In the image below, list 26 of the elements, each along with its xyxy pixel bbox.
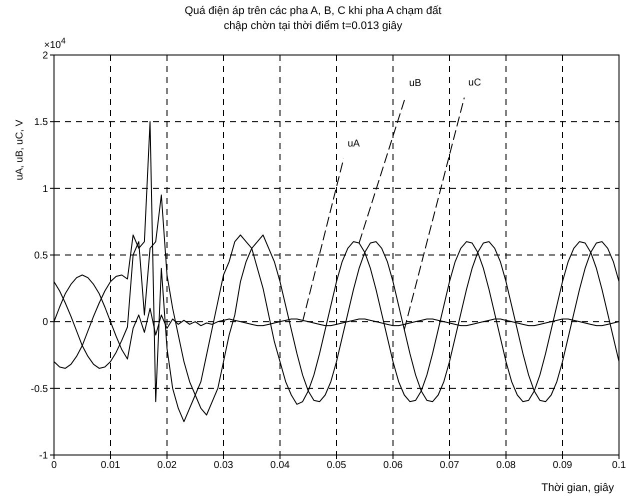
y-tick-label: -1 bbox=[39, 450, 48, 462]
text: ×10$^{4}$ bbox=[44, 36, 66, 52]
x-tick-label: 0.03 bbox=[214, 460, 234, 472]
x-tick-label: 0.08 bbox=[496, 460, 516, 472]
y-tick-label: -0.5 bbox=[30, 384, 48, 395]
y-axis-title: uA, uB, uC, V bbox=[14, 120, 26, 180]
x-tick-label: 0.05 bbox=[326, 460, 347, 472]
y-tick-label: 0.5 bbox=[34, 250, 48, 262]
x-tick-label: 0.01 bbox=[100, 460, 121, 472]
annotation: uB bbox=[409, 78, 422, 89]
y-tick-label: 2 bbox=[42, 50, 48, 62]
x-tick-label: 0.02 bbox=[157, 460, 178, 472]
y-tick-label: 1.5 bbox=[34, 117, 48, 128]
x-tick-label: 0.09 bbox=[552, 460, 573, 472]
chart-subtitle: chập chờn tại thời điểm t=0.013 giây bbox=[224, 20, 402, 32]
x-tick-label: 0.06 bbox=[383, 460, 404, 472]
annotation: uA bbox=[348, 138, 360, 150]
x-tick-label: 0.1 bbox=[612, 460, 626, 472]
x-tick-label: 0.04 bbox=[270, 460, 290, 472]
x-tick-label: 0.07 bbox=[440, 460, 460, 472]
chart-title: Quá điện áp trên các pha A, B, C khi pha A chạm đất bbox=[184, 5, 442, 17]
x-tick-label: 0 bbox=[51, 460, 58, 472]
x-axis-title: Thời gian, giây bbox=[541, 482, 614, 494]
y-tick-label: 1 bbox=[42, 184, 48, 195]
annotation: uC bbox=[468, 78, 482, 89]
y-tick-label: 0 bbox=[42, 317, 48, 328]
